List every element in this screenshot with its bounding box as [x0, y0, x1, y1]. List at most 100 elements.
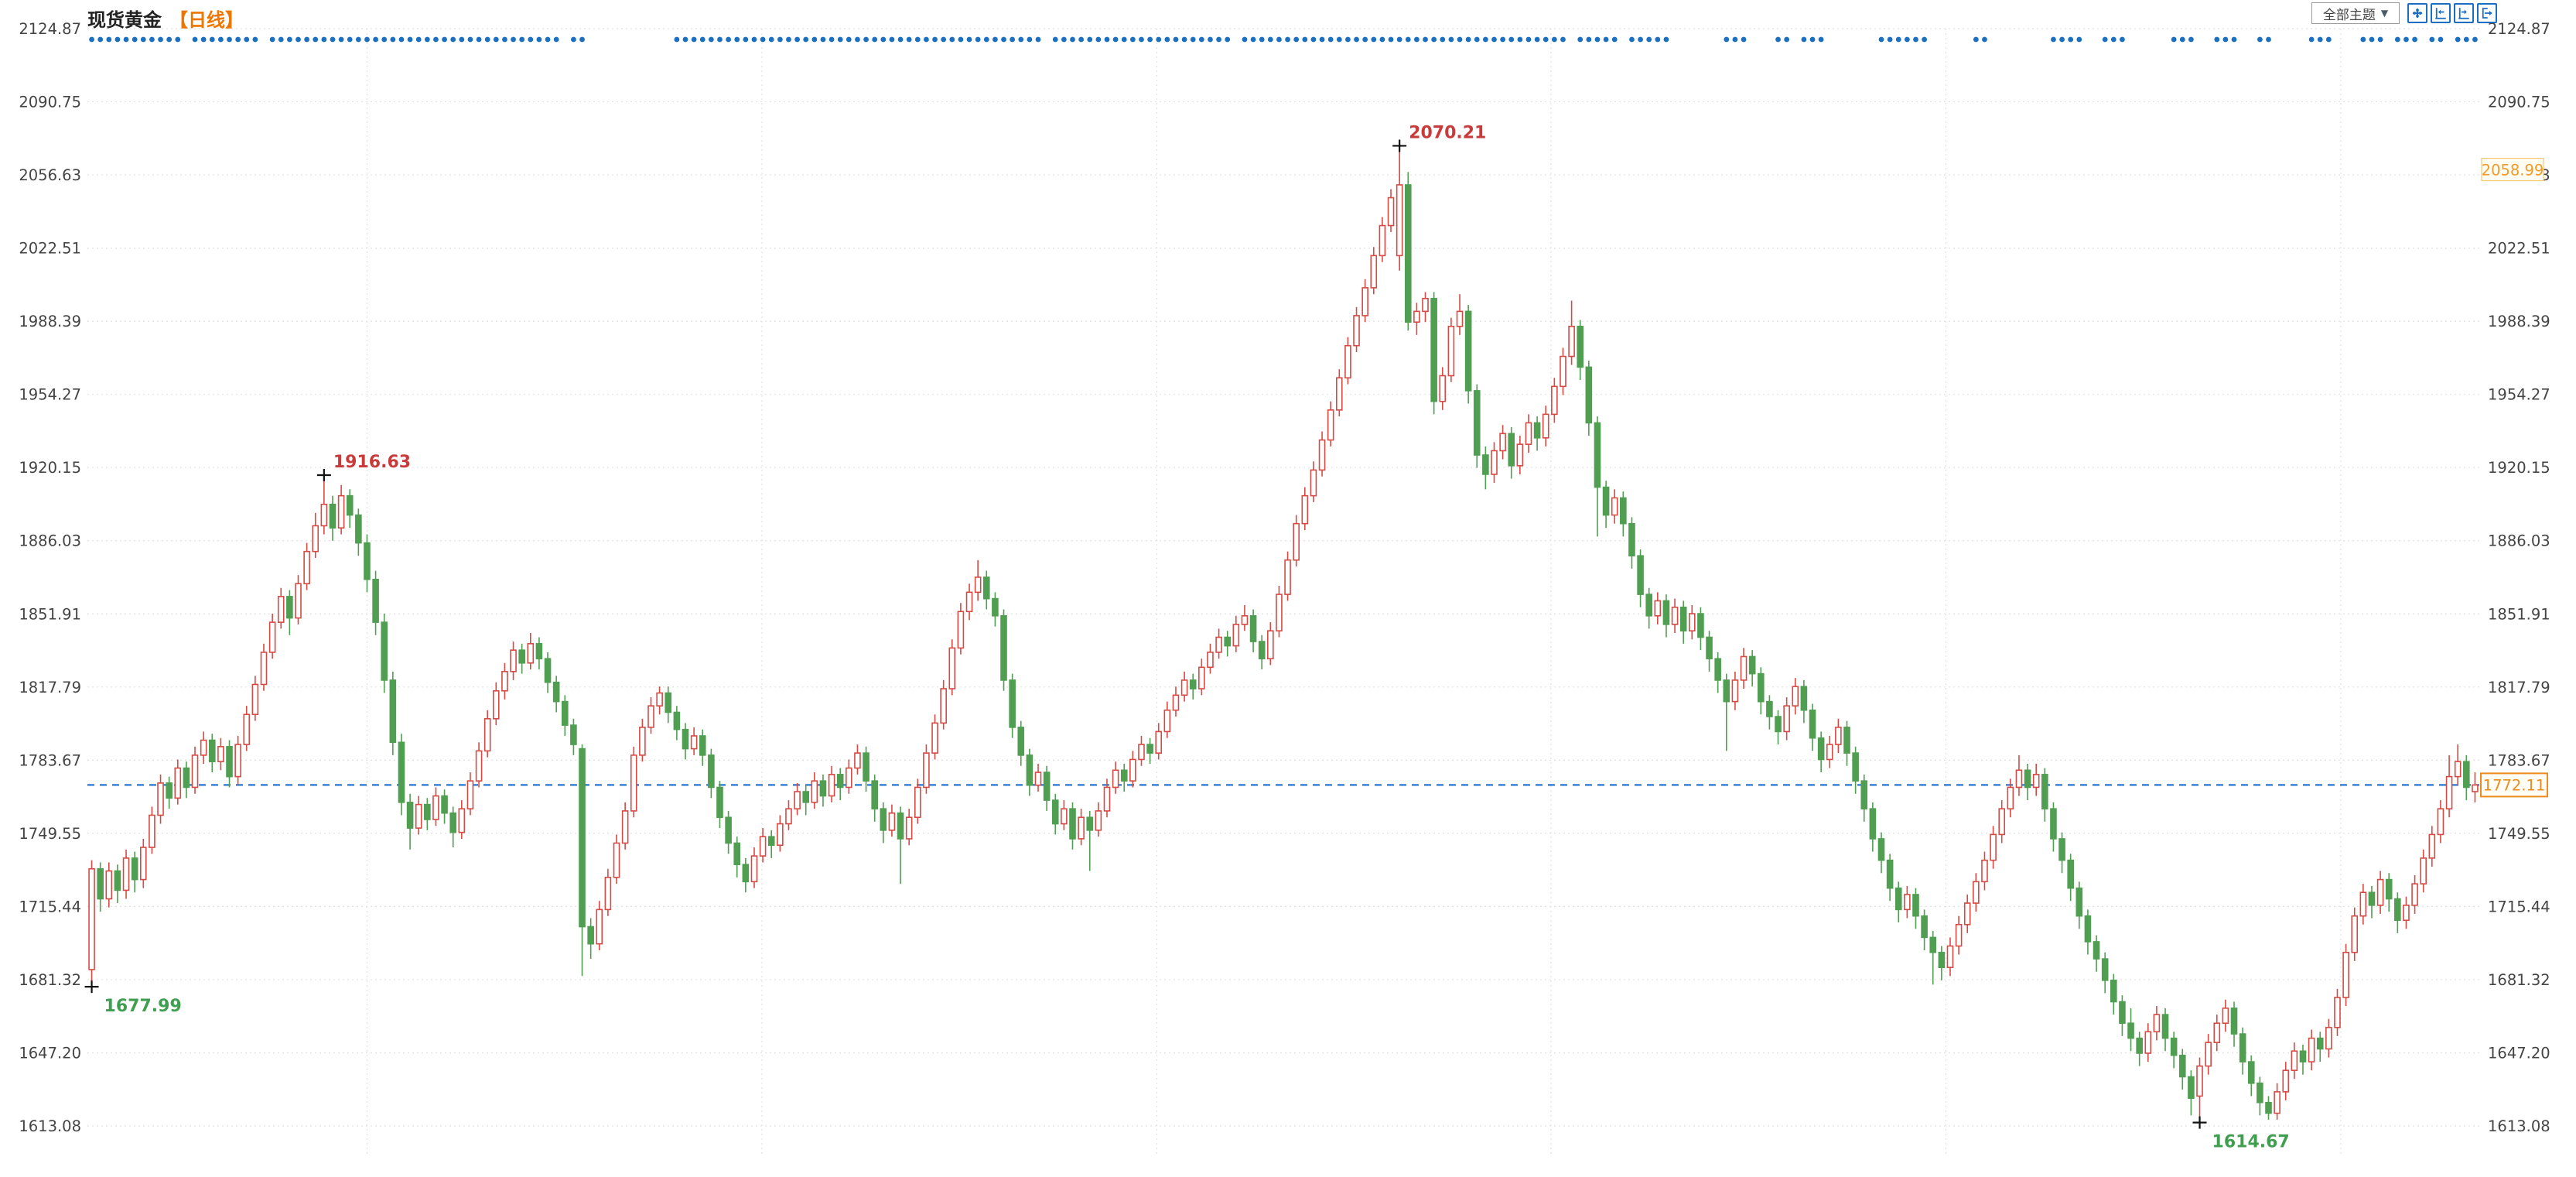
candle-body	[1258, 641, 1266, 660]
candle-body	[1198, 666, 1205, 689]
event-dot	[2317, 36, 2323, 43]
candle-body	[364, 542, 371, 580]
y-axis-label-left: 1954.27	[19, 386, 81, 404]
candle-body	[1508, 433, 1515, 467]
candle-body	[1611, 497, 1618, 516]
event-dot	[1818, 36, 1824, 43]
candle-body	[1792, 686, 1799, 707]
candle-body	[725, 816, 732, 844]
event-dot	[1379, 36, 1385, 43]
candle-body	[1783, 705, 1790, 733]
candle-body	[1353, 315, 1360, 347]
y-axis-label-right: 1817.79	[2488, 679, 2550, 696]
scroll-to-first-button[interactable]	[2431, 3, 2451, 23]
candle-body	[415, 803, 422, 829]
candle-body	[208, 739, 216, 763]
candle-body	[2213, 1022, 2221, 1043]
event-dot	[2412, 36, 2417, 43]
candle-body	[1439, 375, 1447, 402]
event-dot	[484, 36, 490, 43]
candle-body	[708, 754, 715, 789]
event-dot	[2308, 36, 2315, 43]
event-dot	[983, 36, 989, 43]
y-axis-label-right: 1920.15	[2488, 459, 2550, 477]
candle-body	[1078, 816, 1085, 840]
candle-body	[2394, 898, 2401, 922]
candle-body	[587, 926, 594, 945]
candle-body	[1973, 881, 1980, 904]
candle-body	[2170, 1037, 2178, 1056]
y-axis-label-left: 1647.20	[19, 1044, 81, 1062]
candle-body	[303, 550, 310, 585]
event-dot	[1465, 36, 1471, 43]
candle-body	[157, 782, 164, 816]
event-dot	[820, 36, 826, 43]
candle-body	[2385, 878, 2393, 900]
event-dot	[1560, 36, 1566, 43]
y-axis-label-right: 2124.87	[2488, 20, 2550, 38]
event-dot	[132, 36, 138, 43]
event-dot	[2266, 36, 2271, 43]
event-dot	[1190, 36, 1196, 43]
event-dot	[1577, 36, 1584, 43]
candle-body	[1714, 658, 1721, 681]
candle-body	[992, 597, 999, 617]
scroll-to-latest-icon	[2458, 8, 2469, 19]
candle-body	[2428, 833, 2436, 859]
pan-crosshair-button[interactable]	[2407, 3, 2427, 23]
candle-body	[346, 494, 354, 516]
event-dot	[1129, 36, 1136, 43]
scroll-to-latest-button[interactable]	[2454, 3, 2474, 23]
candle-body	[1430, 297, 1437, 402]
event-dot	[1878, 36, 1884, 43]
candle-body	[2299, 1050, 2307, 1062]
candle-body	[1904, 894, 1911, 911]
event-dot	[175, 36, 181, 43]
event-dot	[2179, 36, 2185, 43]
candle-body	[2196, 1065, 2203, 1097]
event-dot	[1413, 36, 1420, 43]
candle-body	[596, 908, 603, 945]
candle-body	[1155, 730, 1163, 754]
y-axis-label-left: 2022.51	[19, 240, 81, 258]
event-dot	[1534, 36, 1540, 43]
event-dot	[1242, 36, 1248, 43]
event-dot	[2369, 36, 2375, 43]
shift-right-button[interactable]	[2477, 3, 2497, 23]
event-dot	[846, 36, 852, 43]
candle-body	[1689, 613, 1696, 631]
theme-dropdown[interactable]: 全部主题 ▼	[2311, 2, 2400, 24]
candle-body	[183, 767, 190, 789]
candle-body	[320, 503, 328, 527]
event-dot	[2120, 36, 2125, 43]
candle-body	[940, 688, 947, 724]
candle-body	[1671, 606, 1679, 625]
candle-body	[1990, 833, 1997, 861]
candle-body	[1852, 752, 1859, 782]
candle-body	[682, 728, 689, 750]
event-dot	[1594, 36, 1601, 43]
candle-body	[1370, 255, 1378, 289]
event-dot	[966, 36, 972, 43]
event-dot	[381, 36, 388, 43]
candle-body	[1877, 838, 1885, 861]
candle-body	[1009, 679, 1016, 728]
candle-body	[673, 711, 681, 730]
candle-body	[1422, 297, 1429, 313]
candle-body	[381, 621, 388, 681]
candle-body	[372, 578, 379, 623]
event-dot	[459, 36, 465, 43]
candle-body	[2454, 761, 2462, 778]
candle-body	[613, 842, 620, 878]
candle-body	[2247, 1061, 2255, 1084]
candle-body	[1361, 287, 1368, 316]
event-dot	[330, 36, 336, 43]
candle-body	[552, 681, 560, 703]
event-dot	[1482, 36, 1488, 43]
candle-body	[1310, 469, 1317, 497]
event-dot	[1423, 36, 1428, 43]
toolbar-buttons	[2407, 3, 2497, 23]
candle-body	[1327, 409, 1334, 441]
candle-body	[1146, 744, 1153, 754]
